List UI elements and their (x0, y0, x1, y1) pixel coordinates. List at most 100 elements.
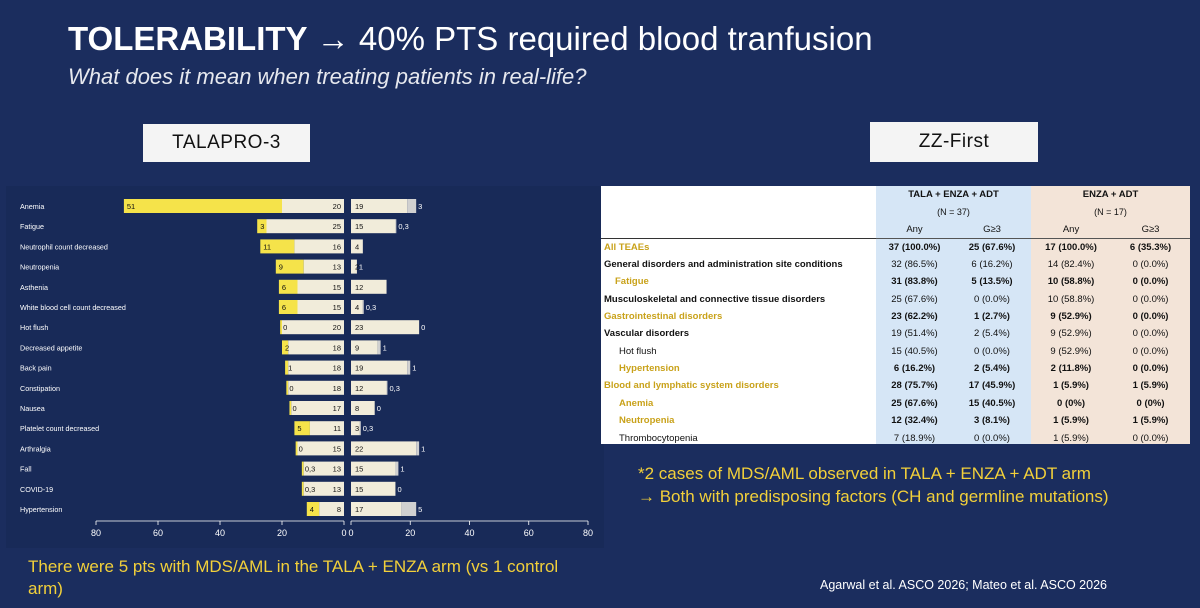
bar-left-any (303, 259, 344, 274)
table-cell: 0 (0.0%) (1111, 307, 1190, 326)
row-label: Hypertension (619, 363, 680, 375)
data-label-right-grade3: 1 (400, 465, 404, 474)
category-label: Back pain (20, 364, 52, 373)
data-label-right-grade3: 0,3 (398, 222, 408, 231)
category-label: White blood cell count decreased (20, 303, 126, 312)
row-label: Fatigue (615, 276, 649, 288)
bar-right-any (351, 199, 408, 213)
table-cell: 31 (83.8%) (876, 272, 953, 291)
bar-left-any (319, 502, 344, 516)
data-label-left-any: 17 (333, 404, 341, 413)
category-label: Hypertension (20, 505, 62, 514)
table-cell: 17 (100.0%) (1031, 237, 1112, 256)
bar-right-any (351, 401, 375, 415)
bar-right-any (351, 239, 363, 254)
data-label-right-any: 23 (355, 323, 363, 332)
category-label: Fall (20, 465, 32, 474)
table-cell: 0 (0%) (1111, 394, 1190, 413)
title-arrow: → (316, 20, 350, 57)
data-label-left-any: 20 (333, 323, 341, 332)
right-tick-label: 20 (405, 528, 415, 538)
row-label: General disorders and administration sit… (604, 258, 843, 270)
data-label-right-grade3: 0 (421, 323, 425, 332)
data-label-right-grade3: 1 (421, 444, 425, 453)
table-cell: 0 (0.0%) (1111, 342, 1190, 360)
bar-left-grade3 (275, 259, 304, 274)
bar-right-grade3 (395, 219, 397, 234)
table-cell: 2 (5.4%) (953, 325, 1032, 343)
table-cell: 1 (5.9%) (1031, 412, 1112, 430)
data-label-right-any: 2 (355, 263, 359, 272)
bar-left-grade3 (278, 279, 298, 294)
left-tick-label: 0 (341, 528, 346, 538)
bar-right-grade3 (359, 421, 361, 436)
data-label-left-any: 13 (333, 263, 341, 272)
table-cell: 6 (16.2%) (876, 359, 953, 378)
table-cell: 5 (13.5%) (953, 272, 1032, 291)
data-label-left-grade3: 0,3 (305, 485, 315, 494)
table-cell: 7 (18.9%) (876, 429, 953, 444)
data-label-left-grade3: 0 (299, 444, 303, 453)
right-note-line1: *2 cases of MDS/AML observed in TALA + E… (638, 464, 1091, 483)
data-label-right-any: 19 (355, 364, 363, 373)
table-row: Hot flush 15 (40.5%) 0 (0.0%) 9 (52.9%) 0 (0… (601, 342, 1190, 360)
bar-right-grade3 (401, 502, 417, 516)
bar-right-any (351, 340, 378, 355)
table-cell: 3 (8.1%) (953, 412, 1032, 430)
bar-left-any (282, 199, 344, 213)
data-label-right-any: 15 (355, 222, 363, 231)
left-tick-label: 80 (91, 528, 101, 538)
category-label: Nausea (20, 404, 45, 413)
bar-right-any (351, 461, 396, 476)
data-label-left-any: 16 (333, 242, 341, 251)
table-cell: 0 (0.0%) (1111, 359, 1190, 378)
right-note: *2 cases of MDS/AML observed in TALA + E… (638, 462, 1188, 508)
data-label-right-grade3: 1 (412, 364, 416, 373)
left-tick-label: 40 (215, 528, 225, 538)
bar-left-grade3 (286, 380, 289, 395)
bar-left-any (309, 421, 344, 436)
bar-right-any (351, 360, 408, 375)
zz-first-table-panel: TALA + ENZA + ADT ENZA + ADT (N = 37) (N… (601, 186, 1190, 444)
bar-left-any (282, 320, 344, 335)
table-cell: 23 (62.2%) (876, 307, 953, 326)
data-label-left-any: 8 (337, 505, 341, 514)
table-cell: 0 (0.0%) (1111, 325, 1190, 343)
data-label-left-grade3: 0 (292, 404, 296, 413)
table-cell: 14 (82.4%) (1031, 255, 1112, 273)
bar-left-grade3 (282, 340, 289, 355)
bar-right-grade3 (386, 380, 388, 395)
row-label: Neutropenia (619, 415, 675, 427)
data-label-right-any: 17 (355, 505, 363, 514)
left-tick-label: 60 (153, 528, 163, 538)
group1-n: (N = 37) (876, 203, 1032, 221)
category-label: Asthenia (20, 283, 48, 292)
table-cell: 0 (0%) (1031, 394, 1112, 413)
bar-right-any (351, 421, 360, 436)
data-label-right-any: 19 (355, 202, 363, 211)
data-label-left-grade3: 3 (260, 222, 264, 231)
table-cell: 17 (45.9%) (953, 377, 1032, 395)
data-label-left-grade3: 51 (127, 202, 135, 211)
table-cell: 1 (5.9%) (1031, 377, 1112, 395)
group2-n: (N = 17) (1031, 203, 1190, 221)
data-label-left-grade3: 11 (263, 242, 271, 251)
table-cell: 2 (5.4%) (953, 359, 1032, 378)
table-cell: 0 (0.0%) (953, 342, 1032, 360)
table-cell: 9 (52.9%) (1031, 325, 1112, 343)
table-row: Thrombocytopenia 7 (18.9%) 0 (0.0%) 1 (5.9%… (601, 429, 1190, 444)
table-cell: 0 (0.0%) (1111, 272, 1190, 291)
row-label: Blood and lymphatic system disorders (604, 380, 779, 392)
table-row: Hypertension 6 (16.2%) 2 (5.4%) 2 (11.8%) 0 … (601, 359, 1190, 378)
table-row: All TEAEs 37 (100.0%) 25 (67.6%) 17 (100.0%… (601, 237, 1190, 256)
table-row: Fatigue 31 (83.8%) 5 (13.5%) 10 (58.8%) 0 (0… (601, 272, 1190, 291)
data-label-right-grade3: 3 (418, 202, 422, 211)
zz-first-table: TALA + ENZA + ADT ENZA + ADT (N = 37) (N… (601, 186, 1190, 444)
data-label-right-grade3: 1 (383, 343, 387, 352)
data-label-left-any: 18 (333, 343, 341, 352)
data-label-right-grade3: 0 (397, 485, 401, 494)
row-label: Vascular disorders (604, 328, 690, 340)
bar-right-grade3 (407, 199, 417, 213)
zz-first-label: ZZ-First (870, 122, 1038, 162)
